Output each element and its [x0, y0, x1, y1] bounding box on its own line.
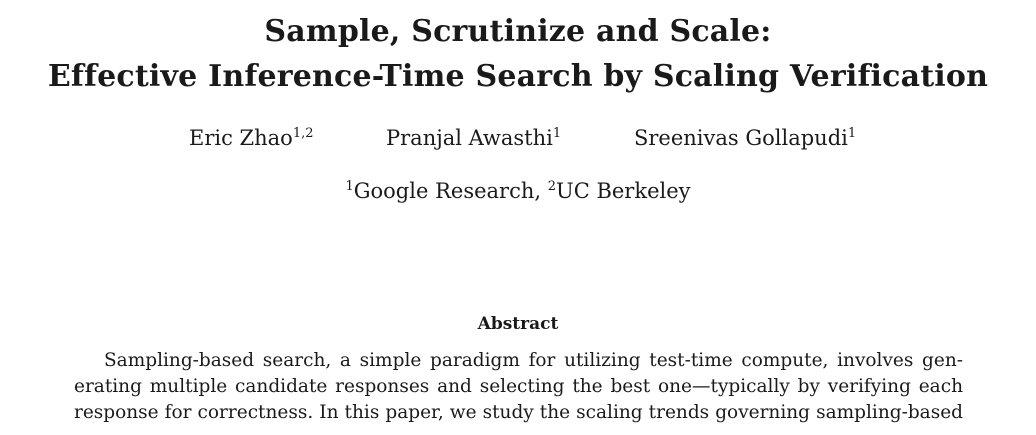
author-name: Sreenivas Gollapudi	[634, 126, 848, 150]
author-sreenivas-gollapudi: Sreenivas Gollapudi1	[634, 126, 857, 150]
paper-title-line-1: Sample, Scrutinize and Scale:	[264, 14, 772, 49]
author-pranjal-awasthi: Pranjal Awasthi1	[386, 126, 562, 150]
author-affiliation-mark: 1,2	[292, 126, 314, 141]
abstract-heading: Abstract	[477, 314, 559, 334]
affiliation-google-research: Google Research,	[353, 179, 548, 203]
paper-title-line-2: Effective Inference-Time Search by Scali…	[47, 59, 989, 94]
author-list: Eric Zhao1,2 Pranjal Awasthi1 Sreenivas …	[0, 126, 1036, 156]
affiliation-mark-2: 2	[547, 179, 556, 194]
affiliation-mark-1: 1	[345, 179, 354, 194]
abstract-line: erating multiple candidate responses and…	[74, 376, 963, 397]
author-name: Eric Zhao	[189, 126, 293, 150]
abstract-line: response for correctness. In this paper,…	[74, 402, 963, 423]
abstract-line: Sampling-based search, a simple paradigm…	[104, 350, 963, 371]
author-affiliation-mark: 1	[552, 126, 562, 141]
author-affiliation-mark: 1	[847, 126, 857, 141]
abstract-body: Sampling-based search, a simple paradigm…	[74, 348, 963, 426]
affiliation-uc-berkeley: UC Berkeley	[556, 179, 691, 203]
affiliations: 1Google Research, 2UC Berkeley	[0, 179, 1036, 203]
author-name: Pranjal Awasthi	[386, 126, 553, 150]
author-eric-zhao: Eric Zhao1,2	[189, 126, 314, 150]
